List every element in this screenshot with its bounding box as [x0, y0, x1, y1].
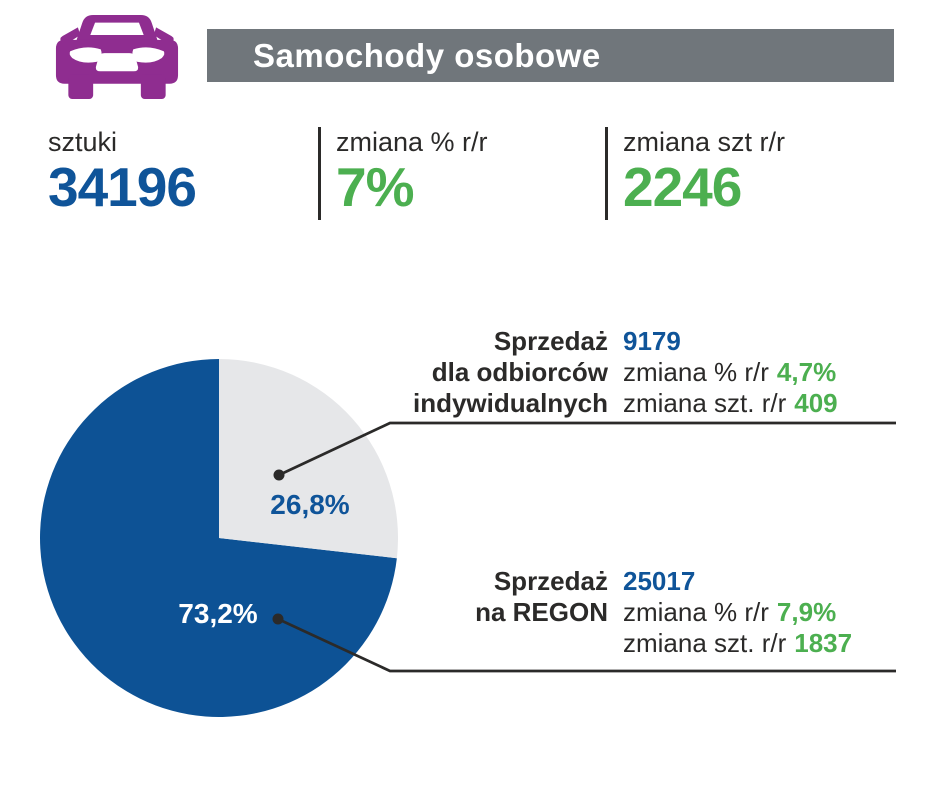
callout-change-pct-value: 4,7%	[776, 357, 837, 387]
callout-units-value: 9179	[623, 326, 681, 356]
stat-value: 2246	[623, 156, 742, 218]
section-title-bar: Samochody osobowe	[207, 29, 894, 82]
stat-label: zmiana szt r/r	[623, 127, 786, 157]
callout-change-units-row: zmiana szt. r/r 1837	[623, 628, 852, 659]
callout-change-pct-prefix: zmiana % r/r	[623, 597, 769, 627]
callout-change-units-prefix: zmiana szt. r/r	[623, 388, 787, 418]
stat-value: 34196	[48, 156, 197, 218]
callout-units-value: 25017	[623, 566, 696, 596]
callout-label-line: Sprzedaż	[493, 566, 608, 596]
callout-change-pct-value: 7,9%	[776, 597, 837, 627]
pie-percent-label-regon: 73,2%	[178, 598, 258, 629]
callout-label-line: Sprzedaż	[493, 326, 608, 356]
callout-change-units-row: zmiana szt. r/r 409	[623, 388, 838, 419]
stat-change-units: zmiana szt r/r 2246	[623, 127, 785, 216]
stat-divider	[605, 127, 608, 220]
callout-values-individual: 9179 zmiana % r/r 4,7% zmiana szt. r/r 409	[623, 326, 838, 419]
callout-label-regon: Sprzedaż na REGON	[300, 566, 608, 628]
stat-divider	[318, 127, 321, 220]
callout-label-line: indywidualnych	[412, 388, 608, 418]
callout-change-units-value: 409	[794, 388, 838, 418]
callout-label-individual: Sprzedaż dla odbiorców indywidualnych	[300, 326, 608, 419]
callout-change-pct-row: zmiana % r/r 7,9%	[623, 597, 852, 628]
stat-value: 7%	[336, 156, 414, 218]
callout-change-units-value: 1837	[794, 628, 853, 658]
stat-label: sztuki	[48, 127, 118, 157]
pie-percent-label-individual: 26,8%	[270, 489, 350, 520]
callout-label-line: dla odbiorców	[431, 357, 608, 387]
callout-change-pct-prefix: zmiana % r/r	[623, 357, 769, 387]
stat-change-percent: zmiana % r/r 7%	[336, 127, 488, 216]
stat-label: zmiana % r/r	[336, 127, 488, 157]
callout-change-units-prefix: zmiana szt. r/r	[623, 628, 787, 658]
page-title: Samochody osobowe	[253, 36, 601, 74]
callout-change-pct-row: zmiana % r/r 4,7%	[623, 357, 838, 388]
callout-values-regon: 25017 zmiana % r/r 7,9% zmiana szt. r/r 18…	[623, 566, 852, 659]
callout-label-line: na REGON	[475, 597, 608, 627]
stat-total-units: sztuki 34196	[48, 127, 197, 218]
car-front-icon	[55, 12, 179, 102]
